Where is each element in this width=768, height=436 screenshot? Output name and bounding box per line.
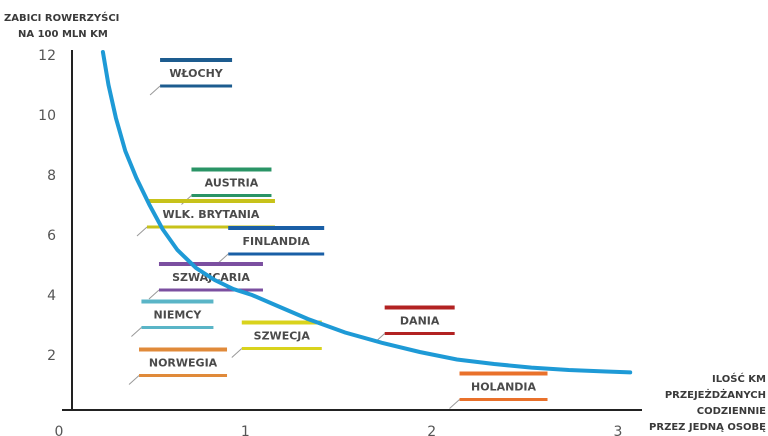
country-name: AUSTRIA [205, 177, 259, 190]
x-axis-title-line-4: PRZEZ JEDNĄ OSOBĘ [649, 422, 766, 433]
label-leader [449, 399, 460, 409]
x-axis-title-line-3: CODZIENNIE [697, 406, 766, 417]
fatality-curve [100, 50, 633, 375]
country-labels: WŁOCHY AUSTRIA WLK. BRYTANIA FINLANDIA SZWAJ… [128, 58, 548, 409]
country-name: NIEMCY [154, 309, 203, 322]
y-tick-label: 12 [38, 48, 56, 64]
y-ticks: 2 4 6 8 10 12 [38, 48, 56, 364]
country-label: HOLANDIA [449, 371, 548, 409]
x-axis-title-line-2: PRZEJEŻDŻANYCH [665, 387, 766, 401]
label-leader [128, 375, 140, 385]
country-name: SZWECJA [254, 330, 311, 343]
x-tick-label: 1 [241, 424, 250, 436]
y-axis-title-line-2: NA 100 MLN KM [18, 29, 108, 40]
x-tick-label: 3 [614, 424, 623, 436]
country-name: WŁOCHY [169, 67, 223, 80]
country-label: NIEMCY [131, 299, 214, 337]
x-ticks: 0 1 2 3 [55, 424, 623, 436]
y-tick-label: 4 [47, 288, 56, 304]
x-tick-label: 0 [55, 424, 64, 436]
y-tick-label: 10 [38, 108, 56, 124]
label-leader [217, 253, 229, 264]
country-label: WLK. BRYTANIA [136, 199, 275, 237]
country-name: NORWEGIA [149, 357, 218, 370]
country-name: WLK. BRYTANIA [163, 208, 260, 221]
country-name: DANIA [400, 315, 440, 328]
label-leader [131, 327, 142, 337]
country-label: FINLANDIA [217, 226, 325, 264]
label-leader [231, 348, 243, 358]
label-leader [149, 85, 161, 96]
x-tick-label: 2 [427, 424, 436, 436]
y-tick-label: 2 [47, 348, 56, 364]
country-label: SZWAJCARIA [148, 262, 263, 300]
country-label: SZWECJA [231, 320, 322, 358]
y-axis-title: ZABICI ROWERZYŚCI NA 100 MLN KM [4, 11, 119, 40]
country-label: DANIA [374, 305, 455, 343]
x-axis-title: ILOŚĆ KM PRZEJEŻDŻANYCH CODZIENNIE PRZEZ… [649, 372, 766, 433]
y-axis-title-line-1: ZABICI ROWERZYŚCI [4, 11, 119, 24]
country-label: WŁOCHY [149, 58, 233, 96]
country-name: FINLANDIA [243, 235, 311, 248]
label-leader [148, 289, 160, 300]
country-label: NORWEGIA [128, 347, 228, 385]
y-tick-label: 6 [47, 228, 56, 244]
country-label: AUSTRIA [181, 167, 272, 205]
y-tick-label: 8 [47, 168, 56, 184]
country-name: HOLANDIA [471, 381, 537, 394]
x-axis-title-line-1: ILOŚĆ KM [712, 372, 766, 385]
label-leader [136, 226, 148, 237]
